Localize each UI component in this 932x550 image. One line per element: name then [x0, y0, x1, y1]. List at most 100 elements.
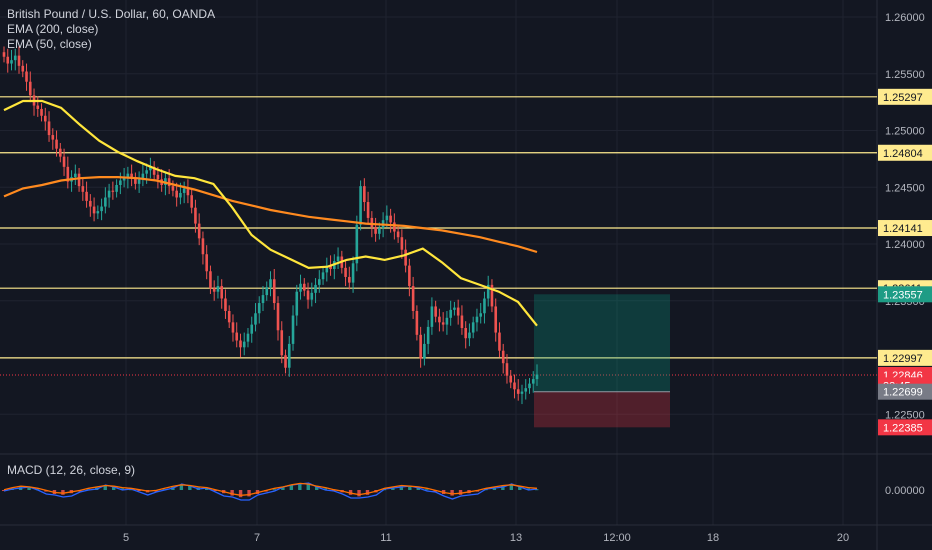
candle-body [167, 178, 171, 187]
macd-histogram-bar [315, 486, 319, 490]
macd-histogram-bar [509, 485, 514, 490]
candle-body [175, 190, 178, 198]
candle-body [426, 326, 430, 344]
candle-body [111, 190, 115, 192]
candle-body [197, 223, 201, 239]
time-tick-label: 20 [837, 532, 849, 544]
candle-body [250, 324, 254, 334]
macd-panel [2, 482, 539, 501]
candle-body [396, 231, 400, 238]
candle-body [186, 188, 190, 196]
candle-body [393, 222, 396, 232]
time-tick-label: 13 [510, 532, 522, 544]
candle-body [122, 178, 126, 181]
ema200-legend[interactable]: EMA (200, close) [7, 22, 99, 36]
ema50-line [3, 99, 538, 327]
candle-body [55, 139, 58, 149]
candle-body [224, 298, 227, 311]
time-axis[interactable]: 5 7 11 13 12:00 18 20 [123, 532, 849, 544]
candle-body [10, 60, 13, 64]
price-tick-label: 1.24000 [885, 239, 925, 251]
macd-histogram-bar [357, 490, 361, 497]
long-position-tool[interactable] [534, 294, 670, 428]
candle-body [276, 303, 280, 331]
macd-histogram-bar [205, 488, 209, 490]
macd-histogram-bar [391, 487, 395, 490]
candle-body [74, 173, 77, 178]
candle-body [317, 279, 321, 285]
price-tick-label: 1.25500 [885, 69, 925, 81]
candle-body [137, 179, 141, 184]
candle-body [145, 170, 148, 174]
candle-body [115, 185, 118, 192]
candle-body [119, 180, 122, 186]
candle-body [520, 391, 524, 394]
candle-body [96, 211, 100, 214]
time-tick-label: 18 [707, 532, 719, 544]
symbol-title[interactable]: British Pound / U.S. Dollar, 60, OANDA [7, 7, 216, 21]
candle-body [415, 310, 419, 335]
candle-body [306, 290, 310, 300]
candle-body [295, 291, 299, 316]
candle-body [182, 188, 186, 193]
candle-body [21, 65, 25, 72]
candle-body [280, 330, 284, 356]
price-tag-bg [878, 419, 932, 436]
candle-body [336, 256, 340, 262]
candle-body [216, 286, 220, 292]
candle-body [479, 313, 482, 317]
candle-body [359, 186, 362, 225]
macd-histogram-bar [323, 488, 327, 490]
stop-zone [534, 391, 670, 428]
candle-body [355, 224, 359, 264]
macd-histogram-bar [120, 488, 124, 490]
candle-body [501, 350, 505, 364]
candle-body [104, 197, 107, 207]
macd-histogram-bar [247, 490, 251, 497]
candle-body [227, 310, 231, 323]
candle-body [325, 265, 329, 273]
macd-histogram-bar [416, 487, 420, 490]
macd-histogram-bar [27, 487, 31, 490]
macd-histogram-bar [2, 490, 6, 491]
candle-body [389, 215, 392, 223]
candle-body [449, 309, 452, 318]
candle-body [516, 389, 520, 394]
macd-histogram-bar [137, 490, 141, 491]
candle-body [378, 228, 381, 234]
candle-body [6, 56, 10, 64]
candle-body [509, 375, 513, 383]
macd-histogram-bar [526, 488, 530, 490]
candle-body [77, 173, 81, 187]
candle-body [513, 382, 516, 390]
candle-body [107, 190, 111, 198]
price-tag-label: 1.22699 [883, 387, 923, 399]
macd-legend[interactable]: MACD (12, 26, close, 9) [7, 463, 136, 477]
candle-body [66, 166, 70, 182]
macd-histogram-bar [450, 490, 454, 496]
candle-body [411, 286, 415, 311]
candle-body [471, 322, 475, 333]
macd-histogram-bar [399, 486, 404, 490]
price-tick-label: 1.22500 [885, 409, 925, 421]
candle-body [299, 283, 302, 292]
macd-histogram-bar [128, 489, 133, 491]
macd-histogram-bar [111, 486, 116, 490]
price-tag-label: 1.22385 [883, 422, 923, 434]
candle-body [265, 287, 269, 296]
candle-body [419, 334, 422, 359]
candle-body [302, 283, 306, 291]
candle-body [152, 166, 156, 175]
candle-body [430, 306, 434, 327]
macd-histogram-bar [188, 486, 192, 490]
candle-body [25, 71, 28, 82]
candle-body [130, 173, 133, 179]
ema50-legend[interactable]: EMA (50, close) [7, 37, 92, 51]
price-tag-label: 1.25297 [883, 92, 923, 104]
candle-body [400, 237, 404, 250]
macd-histogram-bar [518, 486, 522, 490]
candle-body [261, 295, 265, 304]
macd-histogram-bar [272, 489, 277, 491]
macd-histogram-bar [492, 487, 497, 490]
